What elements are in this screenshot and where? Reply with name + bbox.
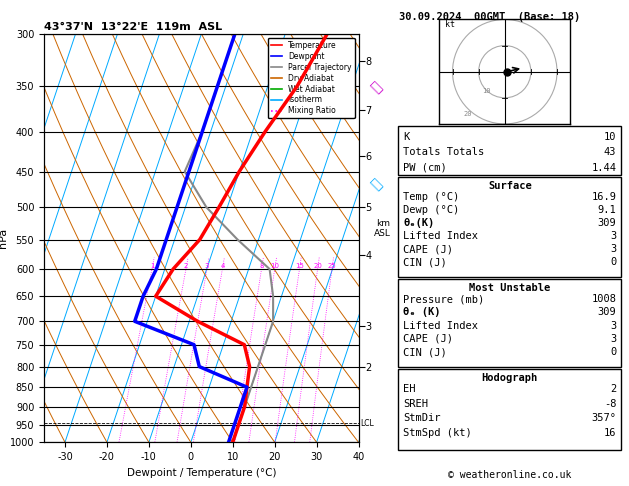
Legend: Temperature, Dewpoint, Parcel Trajectory, Dry Adiabat, Wet Adiabat, Isotherm, Mi: Temperature, Dewpoint, Parcel Trajectory…: [267, 38, 355, 119]
Text: SREH: SREH: [403, 399, 428, 409]
Text: θₑ (K): θₑ (K): [403, 307, 441, 317]
Text: Most Unstable: Most Unstable: [469, 283, 550, 294]
Text: 25: 25: [328, 263, 337, 269]
Text: 3: 3: [610, 334, 616, 344]
Text: Lifted Index: Lifted Index: [403, 321, 478, 330]
Text: EH: EH: [403, 384, 416, 394]
Text: Dewp (°C): Dewp (°C): [403, 205, 459, 215]
Text: 20: 20: [313, 263, 322, 269]
Text: 2: 2: [184, 263, 188, 269]
Text: 20: 20: [464, 111, 472, 117]
Text: kt: kt: [445, 20, 455, 29]
Text: 3: 3: [610, 231, 616, 241]
Text: Temp (°C): Temp (°C): [403, 192, 459, 202]
Text: ∥: ∥: [368, 177, 384, 192]
Text: 3: 3: [610, 321, 616, 330]
Text: 10: 10: [482, 87, 491, 94]
Text: 16: 16: [604, 428, 616, 438]
Text: ∥: ∥: [368, 80, 384, 95]
Text: 357°: 357°: [591, 413, 616, 423]
Text: CIN (J): CIN (J): [403, 347, 447, 357]
Text: 16.9: 16.9: [591, 192, 616, 202]
Y-axis label: hPa: hPa: [0, 228, 8, 248]
Text: Surface: Surface: [488, 181, 532, 191]
Text: 10: 10: [270, 263, 279, 269]
Text: 8: 8: [259, 263, 264, 269]
Text: Pressure (mb): Pressure (mb): [403, 294, 484, 304]
Text: 30.09.2024  00GMT  (Base: 18): 30.09.2024 00GMT (Base: 18): [399, 12, 581, 22]
Text: 15: 15: [295, 263, 304, 269]
Text: 309: 309: [598, 307, 616, 317]
Text: CAPE (J): CAPE (J): [403, 244, 453, 254]
Text: Lifted Index: Lifted Index: [403, 231, 478, 241]
Text: 0: 0: [610, 347, 616, 357]
Text: 0: 0: [610, 258, 616, 267]
Text: 1: 1: [150, 263, 154, 269]
Text: 1.44: 1.44: [591, 162, 616, 173]
Text: Hodograph: Hodograph: [482, 373, 538, 383]
Text: © weatheronline.co.uk: © weatheronline.co.uk: [448, 470, 572, 480]
Text: 43: 43: [604, 147, 616, 157]
Text: LCL: LCL: [360, 418, 374, 428]
Text: θₑ(K): θₑ(K): [403, 218, 435, 228]
Text: K: K: [403, 132, 409, 142]
Text: PW (cm): PW (cm): [403, 162, 447, 173]
Text: CIN (J): CIN (J): [403, 258, 447, 267]
Text: 9.1: 9.1: [598, 205, 616, 215]
Text: 10: 10: [604, 132, 616, 142]
Text: StmSpd (kt): StmSpd (kt): [403, 428, 472, 438]
Text: 2: 2: [610, 384, 616, 394]
Text: CAPE (J): CAPE (J): [403, 334, 453, 344]
Text: 3: 3: [610, 244, 616, 254]
Y-axis label: km
ASL: km ASL: [374, 219, 391, 238]
Text: 309: 309: [598, 218, 616, 228]
Text: 3: 3: [204, 263, 209, 269]
X-axis label: Dewpoint / Temperature (°C): Dewpoint / Temperature (°C): [126, 468, 276, 478]
Text: 4: 4: [220, 263, 225, 269]
Text: Totals Totals: Totals Totals: [403, 147, 484, 157]
Text: 43°37'N  13°22'E  119m  ASL: 43°37'N 13°22'E 119m ASL: [44, 22, 222, 32]
Text: -8: -8: [604, 399, 616, 409]
Text: StmDir: StmDir: [403, 413, 441, 423]
Text: 1008: 1008: [591, 294, 616, 304]
